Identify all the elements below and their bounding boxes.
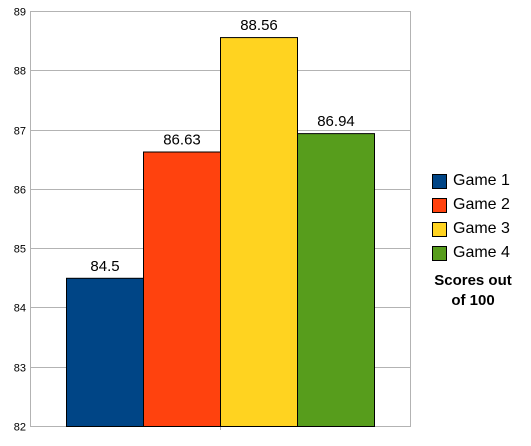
legend-swatch [432,173,447,189]
legend-item: Game 2 [432,193,531,217]
y-tick-label: 86 [14,185,26,197]
y-axis-ticks: 82 83 84 85 86 87 88 89 [14,7,26,434]
legend-swatch [432,197,447,213]
legend-item: Game 3 [432,217,531,241]
data-label: 86.63 [163,132,201,149]
legend-item: Game 4 [432,241,531,265]
data-labels: 84.5 86.63 88.56 86.94 [90,17,354,275]
y-tick-label: 83 [14,363,26,375]
chart-annotation: Scores out of 100 [434,272,512,309]
y-tick-label: 87 [14,126,26,138]
bar-game-3 [220,37,298,427]
y-tick-label: 88 [14,66,26,78]
legend-label: Game 1 [453,172,510,189]
legend-label: Game 4 [453,244,510,261]
legend-item: Game 1 [432,169,531,193]
legend-swatch [432,245,447,261]
bar-game-1 [66,277,144,427]
y-tick-label: 82 [14,422,26,434]
bars [66,37,375,427]
data-label: 88.56 [240,17,278,34]
legend-label: Game 2 [453,196,510,213]
bar-game-2 [143,151,221,427]
y-tick-label: 85 [14,244,26,256]
y-tick-label: 89 [14,7,26,19]
bar-game-4 [297,133,375,427]
legend-swatch [432,221,447,237]
legend: Game 1 Game 2 Game 3 Game 4 [432,169,531,265]
data-label: 86.94 [317,113,355,130]
y-tick-label: 84 [14,303,26,315]
legend-label: Game 3 [453,220,510,237]
data-label: 84.5 [90,258,119,275]
